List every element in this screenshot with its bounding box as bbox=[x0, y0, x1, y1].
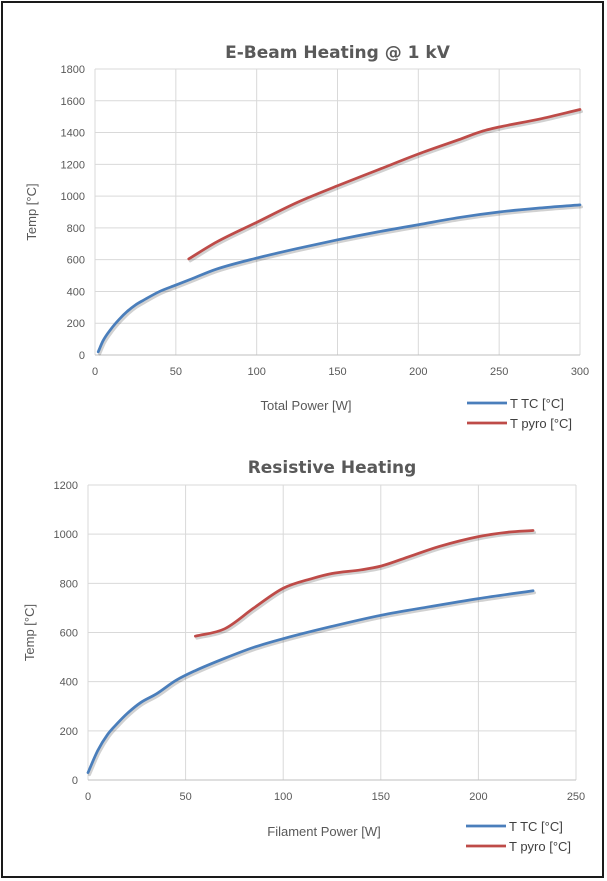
x-tick-label: 200 bbox=[469, 791, 487, 803]
y-tick-label: 800 bbox=[67, 223, 85, 235]
y-tick-label: 1600 bbox=[61, 96, 85, 108]
y-tick-label: 400 bbox=[67, 286, 85, 298]
x-tick-label: 100 bbox=[274, 791, 292, 803]
y-tick-label: 800 bbox=[60, 578, 78, 590]
y-tick-label: 1200 bbox=[54, 480, 78, 492]
series-line-pyro bbox=[187, 108, 582, 261]
y-tick-label: 200 bbox=[67, 318, 85, 330]
chart-title: E-Beam Heating @ 1 kV bbox=[225, 43, 451, 63]
y-tick-label: 1000 bbox=[61, 191, 85, 203]
x-tick-label: 100 bbox=[247, 366, 265, 378]
x-axis-label: Filament Power [W] bbox=[267, 824, 380, 839]
x-axis-label: Total Power [W] bbox=[260, 398, 351, 413]
series-line-pyro bbox=[193, 529, 535, 638]
x-tick-label: 0 bbox=[92, 366, 98, 378]
x-tick-label: 300 bbox=[571, 366, 589, 378]
legend-label: T TC [°C] bbox=[510, 396, 564, 411]
y-axis-label: Temp [°C] bbox=[22, 604, 37, 661]
y-tick-label: 400 bbox=[60, 677, 78, 689]
chart-1: E-Beam Heating @ 1 kV 0 50 100 150 200 250 300 0… bbox=[24, 43, 589, 431]
y-tick-label: 0 bbox=[79, 350, 85, 362]
series-line-shadow bbox=[188, 110, 583, 263]
y-tick-label: 200 bbox=[60, 726, 78, 738]
legend-label: T TC [°C] bbox=[509, 819, 563, 834]
y-tick-label: 600 bbox=[67, 255, 85, 267]
x-tick-label: 200 bbox=[409, 366, 427, 378]
x-tick-label: 50 bbox=[170, 366, 182, 378]
series-line-shadow bbox=[88, 591, 537, 777]
series-line-tc bbox=[96, 203, 582, 354]
y-tick-label: 1800 bbox=[61, 64, 85, 76]
x-tick-label: 150 bbox=[372, 791, 390, 803]
chart-title: Resistive Heating bbox=[248, 458, 417, 478]
x-tick-label: 50 bbox=[179, 791, 191, 803]
y-tick-label: 1400 bbox=[61, 128, 85, 140]
series-line-tc bbox=[86, 589, 535, 775]
y-tick-label: 600 bbox=[60, 628, 78, 640]
x-tick-label: 150 bbox=[328, 366, 346, 378]
y-tick-label: 1200 bbox=[61, 159, 85, 171]
series-line-shadow bbox=[98, 205, 583, 356]
legend-label: T pyro [°C] bbox=[510, 416, 572, 431]
y-axis-label: Temp [°C] bbox=[24, 183, 39, 240]
y-tick-label: 1000 bbox=[54, 529, 78, 541]
x-tick-label: 250 bbox=[567, 791, 585, 803]
chart-2: Resistive Heating 0 50 100 150 200 250 0 200 400 6… bbox=[22, 458, 585, 854]
series-line-shadow bbox=[195, 530, 537, 640]
legend-label: T pyro [°C] bbox=[509, 839, 571, 854]
x-tick-label: 0 bbox=[85, 791, 91, 803]
y-tick-label: 0 bbox=[72, 775, 78, 787]
x-tick-label: 250 bbox=[490, 366, 508, 378]
